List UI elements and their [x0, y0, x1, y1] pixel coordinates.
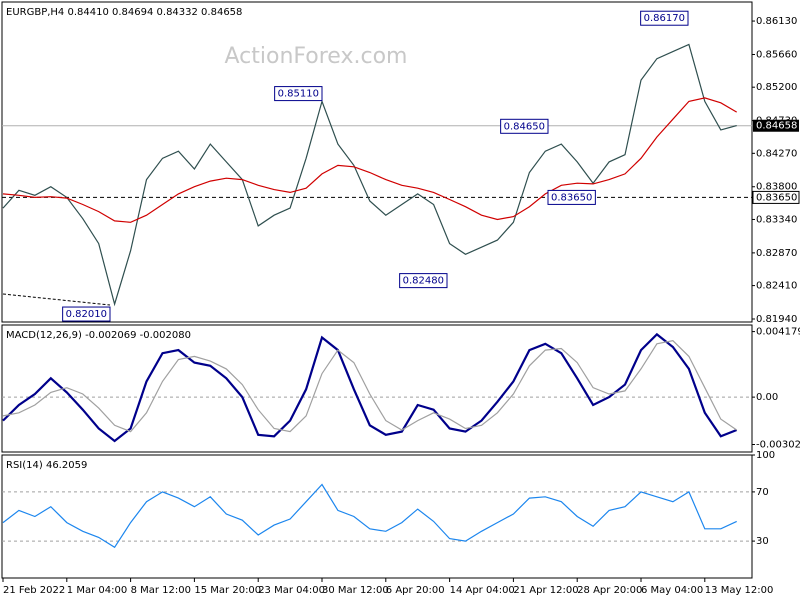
panel-frame [1, 324, 753, 453]
x-tick-label: 28 Apr 20:00 [577, 585, 642, 596]
x-tick-label: 6 May 04:00 [641, 585, 703, 596]
annotation-box [62, 306, 111, 322]
annotation: 0.85110 [274, 86, 323, 102]
y-tick-label: 0.82870 [756, 248, 797, 259]
series-line [2, 97, 738, 223]
y-tick-label: 0.83800 [756, 182, 797, 193]
annotation-box [274, 86, 323, 102]
annotation-label: 0.83650 [551, 192, 592, 203]
x-tick-label: 15 Mar 20:00 [194, 585, 261, 596]
y-tick-label: -0.003022 [756, 440, 800, 451]
y-tick-label: 0.84270 [756, 148, 797, 159]
x-tick-label: 30 Mar 12:00 [322, 585, 389, 596]
annotation: 0.82480 [399, 273, 448, 289]
annotation: 0.82010 [62, 306, 111, 322]
annotation-label: 0.85110 [278, 89, 319, 100]
y-tick-label: 0.85660 [756, 49, 797, 60]
y-tick-label: 0.004179 [756, 327, 800, 338]
annotation-box [399, 273, 448, 289]
y-tick-label: 0.82410 [756, 281, 797, 292]
annotation: 0.83650 [547, 189, 596, 205]
series-line [2, 340, 738, 433]
annotation: 0.86170 [640, 10, 689, 26]
y-tick-label: 0.85200 [756, 82, 797, 93]
price-tag [752, 190, 800, 204]
y-tick-label: 0.81940 [756, 314, 797, 325]
y-tick-label: 100 [756, 450, 775, 461]
y-tick-label: 0.00 [756, 392, 778, 403]
series-line [2, 483, 737, 549]
annotation-box [500, 118, 549, 134]
x-tick-label: 23 Mar 04:00 [258, 585, 325, 596]
y-tick-label: 70 [756, 487, 769, 498]
annotation-label: 0.82480 [403, 276, 444, 287]
price-tag-label: 0.84658 [756, 121, 797, 132]
x-tick-label: 21 Feb 2022 [3, 585, 65, 596]
y-tick-label: 0.83340 [756, 214, 797, 225]
panel-title: MACD(12,26,9) -0.002069 -0.002080 [6, 330, 191, 341]
panel-title: EURGBP,H4 0.84410 0.84694 0.84332 0.8465… [6, 7, 242, 18]
annotation-label: 0.82010 [66, 309, 107, 320]
price-tag [753, 119, 799, 132]
x-tick-label: 14 Apr 04:00 [450, 585, 515, 596]
watermark: ActionForex.com [225, 44, 408, 69]
x-tick-label: 21 Apr 12:00 [513, 585, 578, 596]
price-tag-label: 0.83650 [756, 192, 797, 203]
annotation-box [640, 10, 689, 26]
series-line [2, 43, 737, 307]
panel-title: RSI(14) 46.2059 [6, 460, 87, 471]
x-tick-label: 8 Mar 12:00 [131, 585, 191, 596]
y-tick-label: 0.86130 [756, 16, 797, 27]
annotation-label: 0.84650 [504, 121, 545, 132]
annotation-box [547, 189, 596, 205]
y-tick-label: 30 [756, 536, 769, 547]
panel-frame [1, 1, 753, 323]
panel-frame [1, 454, 753, 579]
x-tick-label: 13 May 12:00 [705, 585, 774, 596]
x-tick-label: 6 Apr 20:00 [386, 585, 445, 596]
annotation: 0.84650 [500, 118, 549, 134]
trend-line [2, 293, 111, 306]
x-tick-label: 1 Mar 04:00 [67, 585, 127, 596]
annotation-label: 0.86170 [644, 13, 685, 24]
